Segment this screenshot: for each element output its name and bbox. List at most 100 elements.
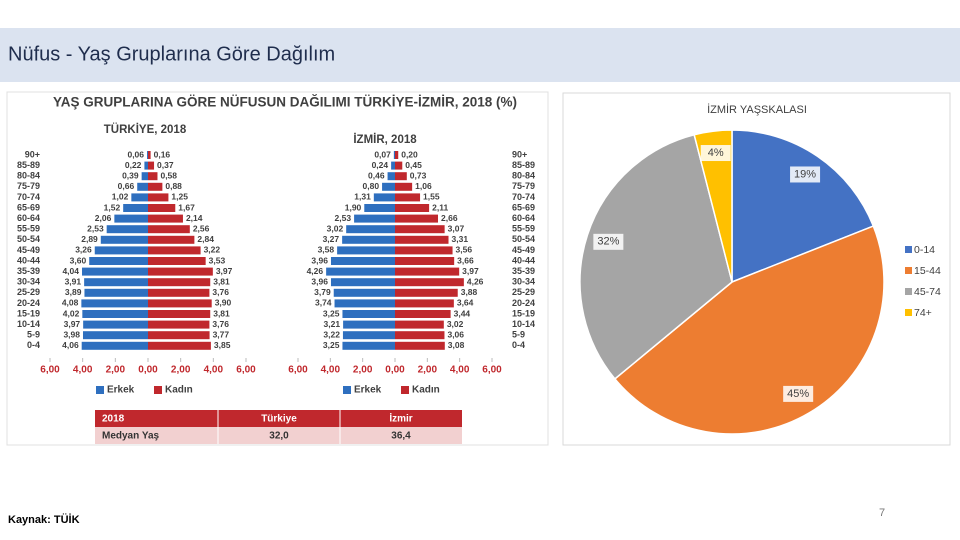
value-label: 3,21 — [324, 319, 341, 329]
data-label: 19% — [794, 168, 816, 180]
bar — [387, 172, 395, 181]
value-label: 3,02 — [447, 319, 464, 329]
legend-swatch — [96, 386, 104, 394]
value-label: 4,26 — [307, 266, 324, 276]
age-label: 5-9 — [512, 330, 525, 340]
data-label-box — [790, 166, 821, 183]
value-label: 1,90 — [345, 202, 362, 212]
value-label: 3,81 — [213, 308, 230, 318]
age-label: 65-69 — [512, 202, 535, 212]
bar — [148, 257, 206, 265]
age-label: 80-84 — [512, 171, 535, 181]
bar — [395, 214, 439, 223]
legend-swatch — [905, 288, 912, 295]
value-label: 2,06 — [95, 213, 112, 223]
x-tick-label: 4,00 — [204, 365, 224, 376]
bar — [395, 299, 454, 308]
pyramid-title: İZMİR, 2018 — [353, 133, 417, 146]
bar — [148, 341, 211, 350]
x-tick-label: 2,00 — [353, 365, 373, 376]
bar — [84, 288, 148, 297]
bar — [395, 193, 421, 202]
age-label: 55-59 — [17, 224, 40, 234]
bar — [148, 331, 210, 340]
value-label: 0,66 — [118, 181, 135, 191]
value-label: 3,81 — [213, 276, 230, 286]
value-label: 3,77 — [213, 329, 230, 339]
value-label: 3,58 — [318, 245, 335, 255]
age-label: 5-9 — [27, 330, 40, 340]
age-label: 10-14 — [512, 319, 535, 329]
age-label: 90+ — [512, 149, 527, 159]
value-label: 3,96 — [311, 255, 328, 265]
age-label: 60-64 — [17, 213, 40, 223]
table-cell: Medyan Yaş — [102, 431, 160, 442]
value-label: 3,22 — [323, 329, 340, 339]
value-label: 3,27 — [323, 234, 340, 244]
value-label: 3,64 — [457, 298, 474, 308]
bar — [395, 225, 445, 234]
age-label: 70-74 — [17, 192, 40, 202]
page-number: 7 — [879, 507, 885, 519]
value-label: 3,90 — [215, 298, 232, 308]
bar — [148, 246, 201, 255]
table-header: Türkiye — [261, 414, 297, 425]
age-label: 15-19 — [17, 308, 40, 318]
value-label: 4,04 — [62, 266, 79, 276]
data-label: 32% — [597, 236, 619, 248]
age-label: 40-44 — [17, 255, 40, 265]
bar — [100, 235, 148, 244]
value-label: 3,60 — [70, 255, 87, 265]
bar — [346, 225, 395, 234]
age-label: 90+ — [25, 149, 40, 159]
legend-swatch — [401, 386, 409, 394]
value-label: 3,56 — [456, 245, 473, 255]
value-label: 3,74 — [315, 298, 332, 308]
legend-swatch — [343, 386, 351, 394]
value-label: 3,22 — [204, 245, 221, 255]
bar — [83, 320, 148, 329]
age-label: 75-79 — [17, 181, 40, 191]
bar — [342, 310, 395, 318]
bar — [148, 151, 151, 159]
bar — [89, 257, 148, 265]
value-label: 3,25 — [323, 340, 340, 350]
age-label: 50-54 — [512, 234, 535, 244]
value-label: 3,02 — [327, 223, 344, 233]
value-label: 3,25 — [323, 308, 340, 318]
value-label: 4,02 — [63, 308, 80, 318]
bar — [84, 278, 148, 287]
value-label: 1,06 — [415, 181, 432, 191]
age-label: 10-14 — [17, 319, 40, 329]
value-label: 3,44 — [454, 308, 471, 318]
age-label: 55-59 — [512, 224, 535, 234]
bar — [337, 246, 395, 255]
bar — [148, 299, 212, 308]
bar — [82, 310, 148, 318]
bar — [395, 235, 449, 244]
bar — [148, 235, 195, 244]
x-tick-label: 0,00 — [138, 365, 158, 376]
x-tick-label: 2,00 — [171, 365, 191, 376]
bar — [373, 193, 395, 202]
value-label: 2,53 — [87, 223, 104, 233]
pie-slice — [693, 129, 733, 283]
bar — [330, 257, 395, 265]
x-tick-label: 6,00 — [236, 365, 256, 376]
bar — [148, 172, 158, 181]
data-label: 45% — [787, 388, 809, 400]
age-label: 70-74 — [512, 192, 535, 202]
bar — [395, 331, 445, 340]
bar — [82, 267, 148, 276]
bar — [148, 278, 211, 287]
age-label: 85-89 — [17, 160, 40, 170]
bar — [354, 214, 395, 223]
bar — [393, 151, 395, 159]
bar — [395, 151, 399, 159]
age-label: 60-64 — [512, 213, 535, 223]
pie-title: İZMİR YAŞSKALASI — [707, 103, 807, 116]
value-label: 0,07 — [374, 149, 391, 159]
bar — [147, 151, 148, 159]
age-label: 0-4 — [512, 340, 525, 350]
